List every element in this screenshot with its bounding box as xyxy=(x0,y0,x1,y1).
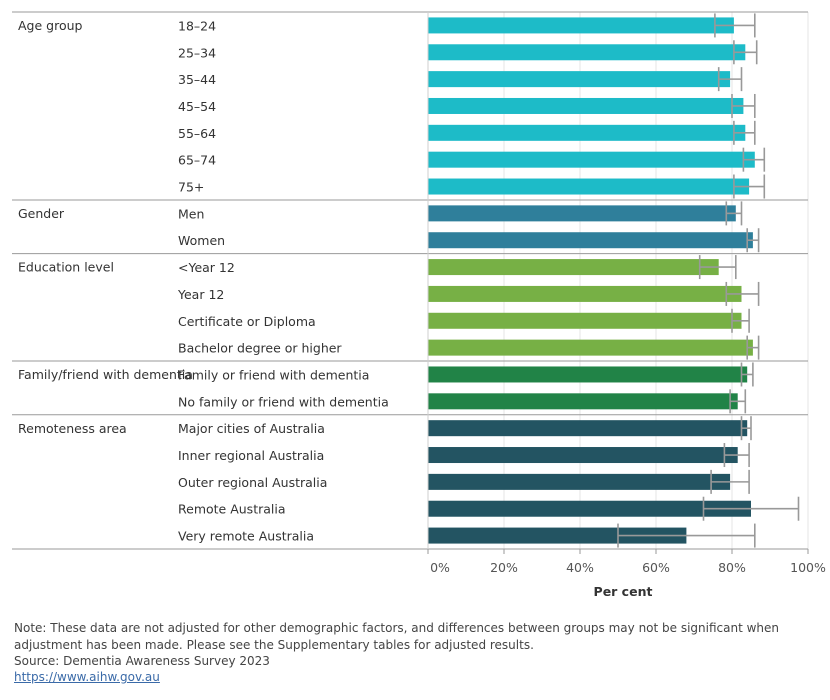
chart-note: Note: These data are not adjusted for ot… xyxy=(14,621,780,652)
group-label: Age group xyxy=(18,18,83,33)
bar xyxy=(428,205,736,222)
x-axis-title: Per cent xyxy=(594,584,653,599)
bar xyxy=(428,393,738,410)
category-label: 35–44 xyxy=(178,72,216,87)
category-label: Inner regional Australia xyxy=(178,448,324,463)
category-label: 65–74 xyxy=(178,153,216,168)
category-label: Family or friend with dementia xyxy=(178,367,369,382)
x-tick-label: 0% xyxy=(430,560,450,575)
category-label: 25–34 xyxy=(178,45,216,60)
x-tick-label: 20% xyxy=(490,560,518,575)
bar xyxy=(428,97,744,114)
bar xyxy=(428,232,753,249)
category-label: Outer regional Australia xyxy=(178,475,327,490)
bar xyxy=(428,285,742,302)
source-link[interactable]: https://www.aihw.gov.au xyxy=(14,670,160,684)
bar xyxy=(428,151,755,168)
category-label: 18–24 xyxy=(178,18,216,33)
bar xyxy=(428,500,751,517)
category-label: No family or friend with dementia xyxy=(178,394,389,409)
category-label: Men xyxy=(178,206,204,221)
x-tick-label: 80% xyxy=(718,560,746,575)
bar xyxy=(428,420,748,437)
group-label: Remoteness area xyxy=(18,421,127,436)
bar xyxy=(428,339,753,356)
group-label: Gender xyxy=(18,206,65,221)
bar xyxy=(428,17,734,34)
bar xyxy=(428,44,746,61)
category-label: 75+ xyxy=(178,180,204,195)
bar xyxy=(428,527,687,544)
bar-chart: Age group 18–24 25–34 35–44 45–54 55–64 65–74 7… xyxy=(12,11,826,599)
category-label: Certificate or Diploma xyxy=(178,314,316,329)
bar xyxy=(428,312,742,329)
bar xyxy=(428,71,731,88)
bar xyxy=(428,259,719,276)
category-label: Women xyxy=(178,233,225,248)
category-label: Major cities of Australia xyxy=(178,421,325,436)
chart-source: Source: Dementia Awareness Survey 2023 xyxy=(14,654,270,668)
bar xyxy=(428,447,738,464)
category-label: <Year 12 xyxy=(178,260,235,275)
x-tick-label: 40% xyxy=(566,560,594,575)
category-label: Very remote Australia xyxy=(178,529,314,544)
bar xyxy=(428,124,746,141)
category-label: Remote Australia xyxy=(178,502,286,517)
category-label: 45–54 xyxy=(178,99,216,114)
group-label: Education level xyxy=(18,260,114,275)
category-label: 55–64 xyxy=(178,126,216,141)
x-tick-label: 60% xyxy=(642,560,670,575)
bar xyxy=(428,366,748,383)
bar xyxy=(428,178,750,195)
category-label: Bachelor degree or higher xyxy=(178,341,342,356)
group-label: Family/friend with dementia xyxy=(18,367,193,382)
category-label: Year 12 xyxy=(177,287,224,302)
bar xyxy=(428,473,731,490)
x-tick-label: 100% xyxy=(790,560,826,575)
